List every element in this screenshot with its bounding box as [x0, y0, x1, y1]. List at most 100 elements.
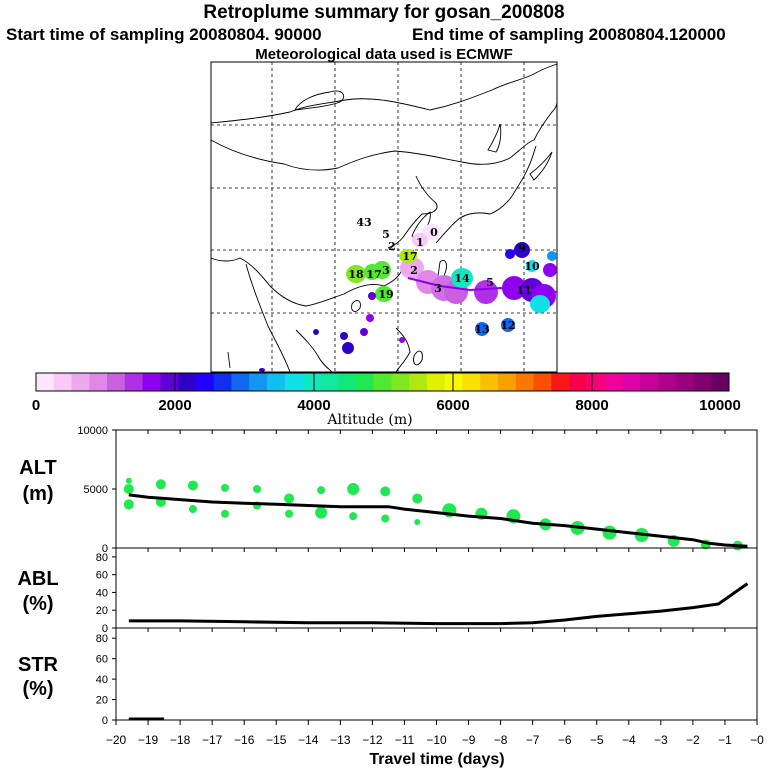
- colorbar-swatch: [444, 373, 463, 391]
- coastlines: [210, 63, 558, 373]
- map-day-label: 14: [454, 272, 470, 285]
- x-tick-label: −5: [590, 733, 604, 747]
- y-tick-label: 10000: [77, 425, 108, 437]
- str-panel-frame: [115, 627, 758, 721]
- alt-panel-frame: [115, 429, 758, 549]
- x-tick-label: −4: [622, 733, 636, 747]
- str-ylabel-line1: STR: [18, 654, 59, 676]
- plume-track: [407, 277, 558, 293]
- plume-marker: [530, 295, 550, 313]
- map-day-label: 18: [348, 268, 364, 281]
- x-tick-label: −0: [750, 733, 764, 747]
- colorbar-swatch: [178, 373, 197, 391]
- plume-marker: [366, 314, 374, 322]
- colorbar-swatch: [302, 373, 321, 391]
- alt-point: [347, 483, 360, 495]
- colorbar-swatch: [124, 373, 144, 391]
- colorbar-swatch: [373, 373, 392, 391]
- colorbar-swatch: [693, 373, 712, 391]
- plume-marker: [342, 342, 354, 354]
- map-day-label: 5: [486, 276, 494, 289]
- y-tick-label: 0: [102, 623, 108, 635]
- plume-marker: [399, 249, 417, 263]
- alt-point: [187, 480, 198, 491]
- x-tick-label: −9: [462, 733, 476, 747]
- colorbar-swatch: [622, 373, 641, 391]
- x-tick-label: −8: [494, 733, 508, 747]
- x-tick-label: −6: [558, 733, 572, 747]
- alt-point: [381, 514, 390, 523]
- alt-point: [125, 477, 132, 484]
- str-ylabel-line2: (%): [22, 678, 53, 700]
- y-tick-label: 60: [96, 654, 108, 666]
- colorbar-swatch: [231, 373, 250, 391]
- plume-marker: [475, 322, 489, 336]
- colorbar-swatch: [604, 373, 623, 391]
- alt-point: [412, 493, 423, 504]
- colorbar-swatch: [284, 373, 304, 391]
- map-day-label: 13: [474, 323, 489, 336]
- map-day-label: 3: [434, 282, 442, 295]
- colorbar-swatch: [338, 373, 357, 391]
- chart-title: Retroplume summary for gosan_200808: [203, 2, 565, 23]
- abl-ylabel-line1: ABL: [17, 568, 58, 590]
- colorbar-swatch: [89, 373, 108, 391]
- colorbar-swatch: [213, 373, 232, 391]
- colorbar-swatch: [640, 373, 659, 391]
- x-tick-label: −7: [526, 733, 540, 747]
- map-day-label: 0: [430, 226, 438, 239]
- y-tick-label: 0: [102, 543, 108, 555]
- alt-ylabel-line1: ALT: [19, 457, 56, 479]
- colorbar-swatch: [249, 373, 268, 391]
- map-day-label: 17: [366, 268, 381, 281]
- colorbar-tick-labels: 0 2000 4000 6000 8000 10000: [32, 397, 741, 414]
- map-day-label: 5: [382, 228, 390, 241]
- plume-marker: [412, 233, 428, 247]
- x-tick-label: −18: [170, 733, 191, 747]
- trajectory-map: 43 5 2 1 0 17 18 17 3 19 2 3 14 5 13 12 …: [210, 61, 558, 373]
- colorbar-title: Altitude (m): [326, 412, 412, 428]
- alt-point: [349, 512, 358, 521]
- colorbar-swatch: [267, 373, 286, 391]
- plume-marker: [526, 260, 538, 272]
- alt-point: [220, 483, 229, 492]
- alt-ylabel-line2: (m): [22, 483, 53, 505]
- x-tick-label: −19: [138, 733, 159, 747]
- abl-series-line: [128, 582, 749, 626]
- map-day-label: 12: [500, 319, 515, 332]
- y-tick-label: 80: [96, 552, 108, 564]
- alt-point: [317, 486, 326, 495]
- colorbar-swatch: [498, 373, 517, 391]
- x-tick-label: −14: [298, 733, 319, 747]
- y-tick-label: 20: [96, 695, 108, 707]
- plume-marker: [505, 249, 515, 259]
- colorbar-swatch: [480, 373, 499, 391]
- x-tick-label: −20: [106, 733, 127, 747]
- alt-point: [285, 509, 294, 518]
- alt-point: [123, 499, 134, 510]
- plume-marker: [514, 242, 530, 258]
- colorbar-swatch: [160, 373, 179, 391]
- alt-point: [284, 493, 295, 504]
- alt-point: [123, 484, 134, 494]
- colorbar-swatch: [657, 373, 677, 391]
- plume-marker: [474, 280, 498, 304]
- colorbar-swatch: [142, 373, 161, 391]
- y-tick-label: 5000: [84, 484, 108, 496]
- plume-marker: [543, 263, 557, 277]
- map-day-label: 11: [516, 284, 531, 297]
- altitude-colorbar: [35, 372, 730, 392]
- map-day-label: 43: [356, 216, 371, 229]
- x-tick-label: −16: [234, 733, 255, 747]
- colorbar-tick-label: 6000: [436, 397, 469, 414]
- alt-point: [414, 519, 421, 526]
- x-tick-label: −2: [686, 733, 700, 747]
- colorbar-tick-label: 0: [32, 397, 40, 414]
- colorbar-swatch: [320, 373, 339, 391]
- colorbar-swatch: [71, 373, 90, 391]
- colorbar-swatch: [462, 373, 481, 391]
- alt-point: [188, 505, 197, 514]
- colorbar-swatch: [533, 373, 552, 391]
- plume-marker: [360, 328, 368, 336]
